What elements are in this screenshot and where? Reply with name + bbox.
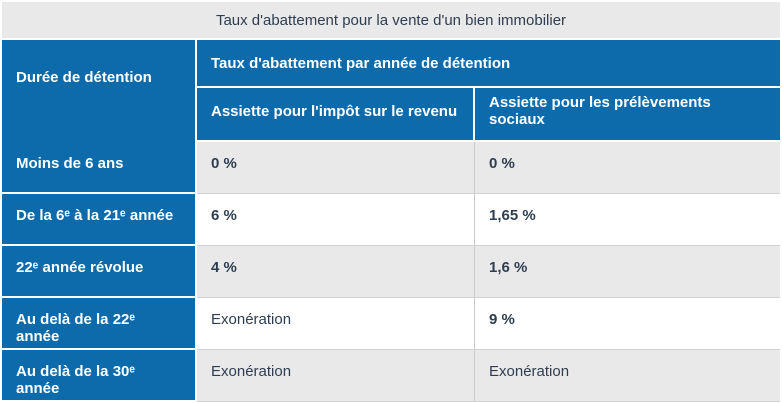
column-header-assiette-prelevements-sociaux: Assiette pour les prélèvements sociaux xyxy=(475,88,780,142)
column-header-taux-abattement: Taux d'abattement par année de détention xyxy=(197,40,780,88)
header-row-sub: Assiette pour l'impôt sur le revenu Assi… xyxy=(2,88,780,142)
cell-ir-value: Exonération xyxy=(197,350,475,402)
cell-ir-value: 6 % xyxy=(197,194,475,246)
cell-ps-value: Exonération xyxy=(475,350,780,402)
header-row-group: Durée de détention Taux d'abattement par… xyxy=(2,40,780,142)
cell-ir-value: Exonération xyxy=(197,298,475,350)
cell-ps-value: 1,6 % xyxy=(475,246,780,298)
row-header-au-dela-30e-annee: Au delà de la 30ᵉ année xyxy=(2,350,197,402)
row-header-moins-6-ans: Moins de 6 ans xyxy=(2,142,197,194)
row-header-au-dela-22e-annee: Au delà de la 22ᵉ année xyxy=(2,298,197,350)
row-header-6e-a-21e-annee: De la 6ᵉ à la 21ᵉ année xyxy=(2,194,197,246)
column-header-duree-detention: Durée de détention xyxy=(2,40,197,142)
row-header-22e-annee-revolue: 22ᵉ année révolue xyxy=(2,246,197,298)
table-row: Au delà de la 22ᵉ année Exonération 9 % xyxy=(2,298,780,350)
table-caption: Taux d'abattement pour la vente d'un bie… xyxy=(2,2,780,38)
cell-ir-value: 0 % xyxy=(197,142,475,194)
abattement-table: Durée de détention Taux d'abattement par… xyxy=(2,40,780,402)
cell-ir-value: 4 % xyxy=(197,246,475,298)
column-header-assiette-impot-revenu: Assiette pour l'impôt sur le revenu xyxy=(197,88,475,142)
table-row: 22ᵉ année révolue 4 % 1,6 % xyxy=(2,246,780,298)
table-row: De la 6ᵉ à la 21ᵉ année 6 % 1,65 % xyxy=(2,194,780,246)
table-row: Moins de 6 ans 0 % 0 % xyxy=(2,142,780,194)
cell-ps-value: 9 % xyxy=(475,298,780,350)
cell-ps-value: 1,65 % xyxy=(475,194,780,246)
table-row: Au delà de la 30ᵉ année Exonération Exon… xyxy=(2,350,780,402)
cell-ps-value: 0 % xyxy=(475,142,780,194)
